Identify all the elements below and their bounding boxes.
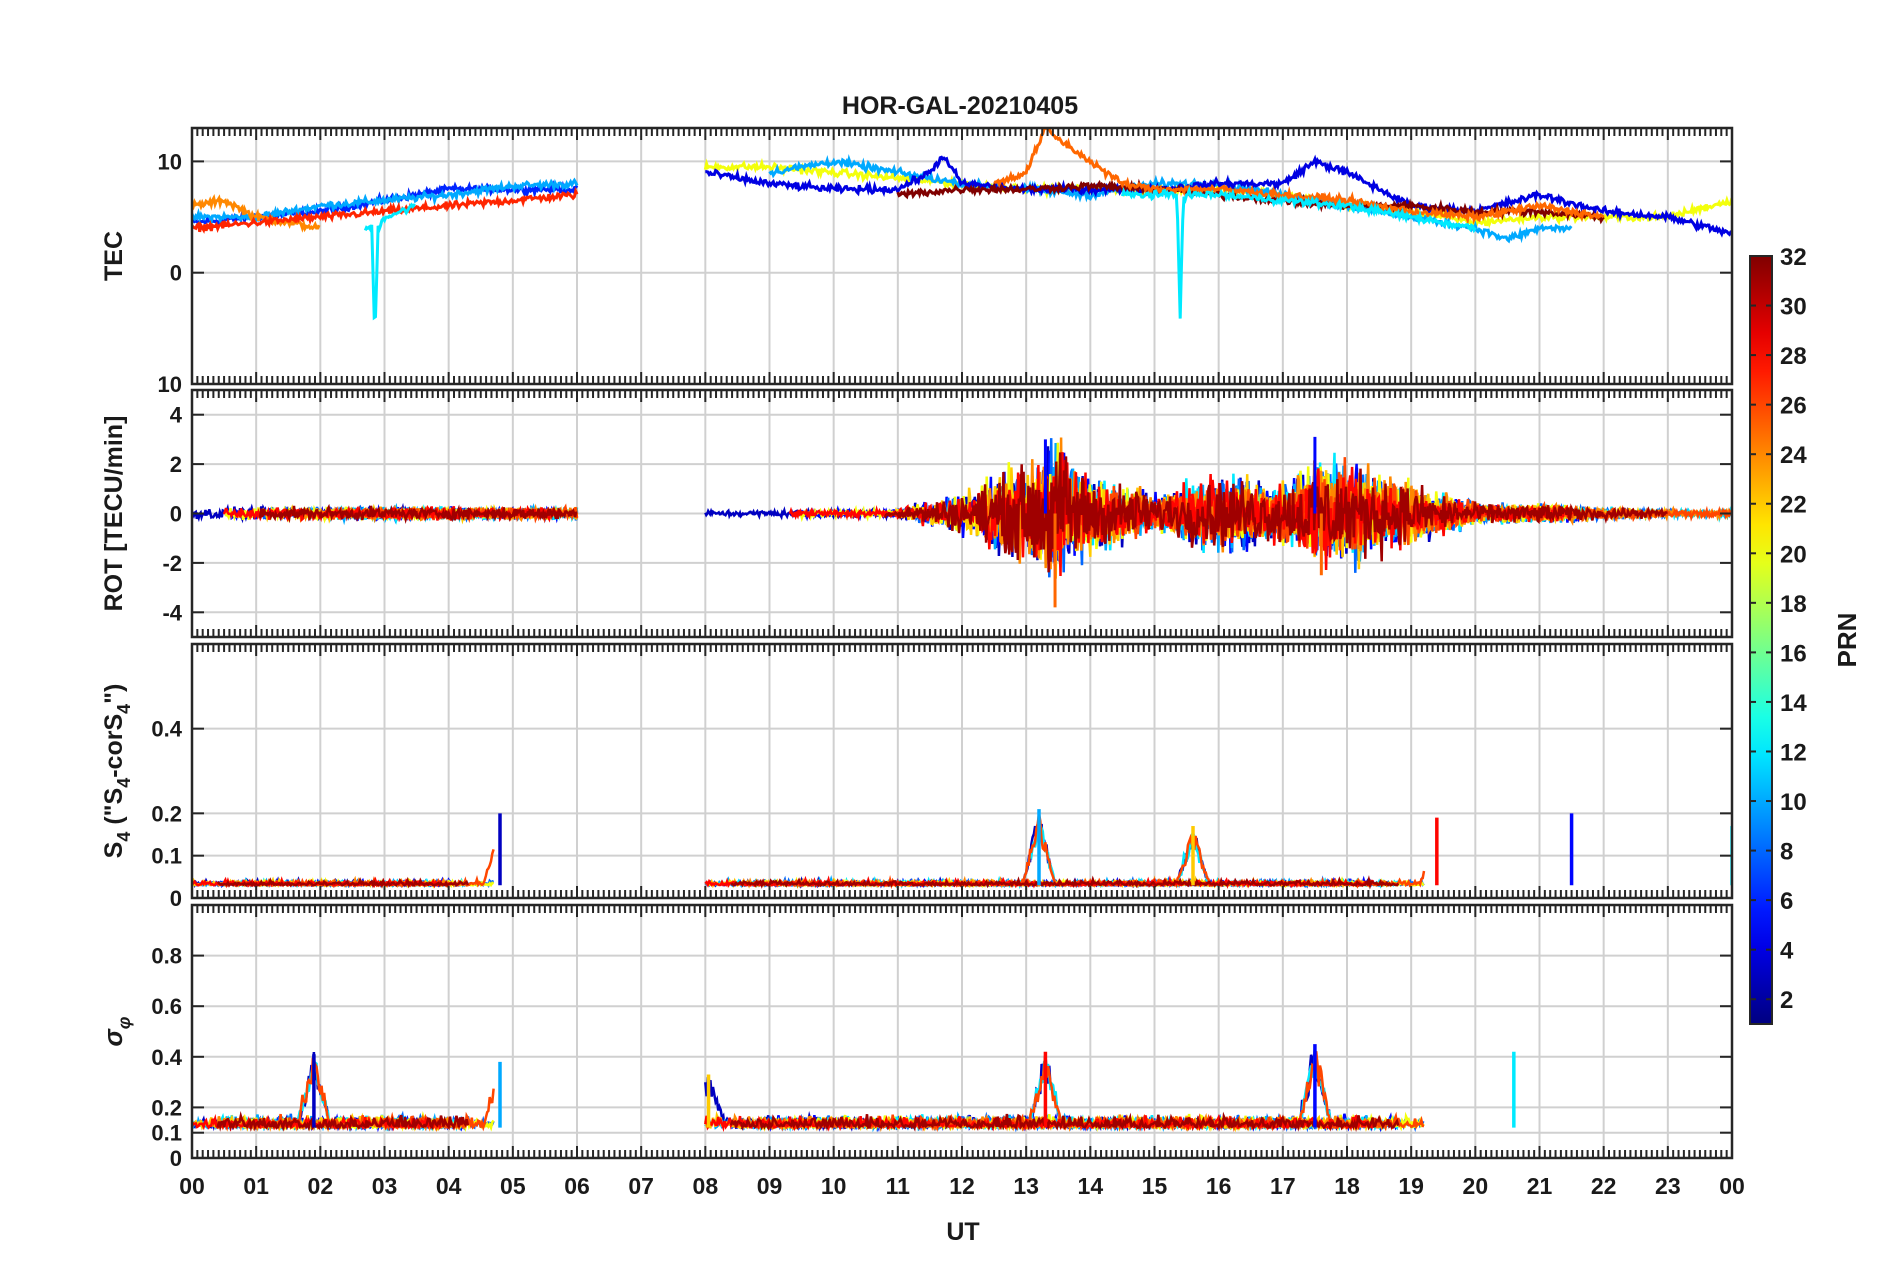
- rot-series-prn-31: [258, 452, 1668, 573]
- series-group: [192, 436, 1732, 608]
- x-tick-label: 15: [1142, 1173, 1168, 1199]
- colorbar-tick-label: 32: [1780, 244, 1807, 271]
- sigphi-series-prn-31: [216, 1111, 1400, 1133]
- y-tick-label: 0.2: [151, 801, 182, 826]
- x-tick-label: 13: [1013, 1173, 1039, 1199]
- y-axis-label: ROT [TECU/min]: [100, 416, 128, 612]
- y-tick-label: 0: [170, 886, 182, 911]
- x-tick-label: 17: [1270, 1173, 1296, 1199]
- y-axis-label: S4 ("S4-corS4"): [100, 684, 134, 859]
- x-tick-label: 21: [1527, 1173, 1553, 1199]
- x-tick-label: 07: [628, 1173, 654, 1199]
- colorbar-tick-label: 12: [1780, 739, 1807, 766]
- colorbar-gradient: [1749, 255, 1773, 1025]
- minor-ticks: [191, 905, 1733, 1159]
- y-axis-label: TEC: [100, 231, 128, 281]
- colorbar-tick-label: 8: [1780, 839, 1793, 866]
- tec-series-prn-32: [896, 178, 1605, 225]
- y-tick-label: 0.4: [151, 717, 182, 742]
- y-tick-label: 10: [158, 149, 182, 174]
- x-tick-label: 18: [1334, 1173, 1360, 1199]
- series-group: [192, 809, 1732, 890]
- x-tick-label: 22: [1591, 1173, 1617, 1199]
- panel-rot: -4 -2 0 2 4 ROT [TECU/min]: [100, 388, 1734, 639]
- y-tick-label: 2: [170, 452, 182, 477]
- x-tick-label: 00: [179, 1173, 205, 1199]
- x-tick-label: 02: [308, 1173, 334, 1199]
- panel-s4: 0 0.1 0.2 0.4 S4 ("S4-corS4"): [100, 642, 1734, 911]
- colorbar-tick-label: 24: [1780, 442, 1807, 469]
- x-tick-label: 01: [243, 1173, 269, 1199]
- y-tick-label: 0.1: [151, 844, 182, 869]
- x-tick-label: 11: [886, 1173, 911, 1199]
- colorbar-tick-label: 6: [1780, 888, 1793, 915]
- x-tick-label: 19: [1398, 1173, 1424, 1199]
- colorbar-tick-label: 16: [1780, 640, 1807, 667]
- x-tick-label: 10: [821, 1173, 847, 1199]
- y-tick-label: 0.2: [151, 1095, 182, 1120]
- tec-series-prn-12: [363, 202, 416, 321]
- colorbar-tick-label: 18: [1780, 591, 1807, 618]
- y-tick-label: 0.8: [151, 944, 182, 969]
- tec-series-prn-27: [192, 186, 579, 234]
- colorbar-label: PRN: [1832, 613, 1862, 668]
- colorbar-tick-label: 14: [1780, 690, 1807, 717]
- colorbar-tick-label: 28: [1780, 343, 1807, 370]
- tec-series-prn-10: [192, 177, 579, 227]
- x-tick-label: 14: [1078, 1173, 1104, 1199]
- y-tick-label: 0.6: [151, 994, 182, 1019]
- minor-ticks: [191, 644, 1733, 899]
- colorbar-tick-label: 4: [1780, 938, 1794, 965]
- colorbar-tick-label: 22: [1780, 492, 1807, 519]
- y-tick-label: -4: [162, 600, 182, 625]
- panel-sigphi: 00.10.2 0.4 0.6 0.8 σφ: [98, 903, 1734, 1171]
- x-tick-label: 05: [500, 1173, 526, 1199]
- colorbar-tick-label: 2: [1780, 987, 1793, 1014]
- x-tick-label: 06: [564, 1173, 590, 1199]
- minor-ticks: [191, 128, 1733, 385]
- x-tick-label: 08: [693, 1173, 719, 1199]
- y-tick-label: 0: [170, 1146, 182, 1171]
- x-tick-label: 09: [757, 1173, 783, 1199]
- colorbar-tick-label: 10: [1780, 789, 1807, 816]
- y-tick-label: 10: [158, 372, 182, 397]
- x-tick-label: 20: [1463, 1173, 1489, 1199]
- y-tick-label: 4: [170, 403, 183, 428]
- tec-series-prn-24: [192, 194, 321, 233]
- x-tick-label: 23: [1655, 1173, 1681, 1199]
- colorbar-tick-label: 30: [1780, 294, 1807, 321]
- y-tick-label: 0.1: [151, 1121, 182, 1146]
- series-group: [192, 1044, 1516, 1133]
- colorbar-tick-label: 20: [1780, 541, 1807, 568]
- y-axis-label: σφ: [98, 1016, 134, 1046]
- x-axis-label: UT: [946, 1218, 979, 1246]
- series-group: [192, 128, 1732, 321]
- y-tick-label: 0: [170, 502, 182, 527]
- y-tick-label: 0: [170, 261, 182, 286]
- colorbar-tick-label: 26: [1780, 393, 1807, 420]
- panel-tec: 10 0 10 TEC: [100, 126, 1734, 397]
- tec-series-prn-25: [993, 128, 1605, 226]
- s4-series-prn-31: [216, 875, 1400, 890]
- chart-title: HOR-GAL-20210405: [842, 92, 1078, 120]
- tec-series-prn-4: [705, 154, 1732, 238]
- y-tick-label: -2: [162, 551, 182, 576]
- x-tick-label: 04: [436, 1173, 462, 1199]
- x-tick-label: 16: [1206, 1173, 1232, 1199]
- x-tick-label: 00: [1719, 1173, 1745, 1199]
- tec-series-prn-12: [1120, 185, 1477, 319]
- y-tick-label: 0.4: [151, 1045, 182, 1070]
- x-tick-labels: 00 01 02 03 04 05 06 07 08 09 10 11 12 13 14 15 16 17 18 19…: [179, 1173, 1745, 1199]
- minor-ticks: [191, 390, 1733, 637]
- x-tick-label: 03: [372, 1173, 398, 1199]
- x-tick-label: 12: [949, 1173, 975, 1199]
